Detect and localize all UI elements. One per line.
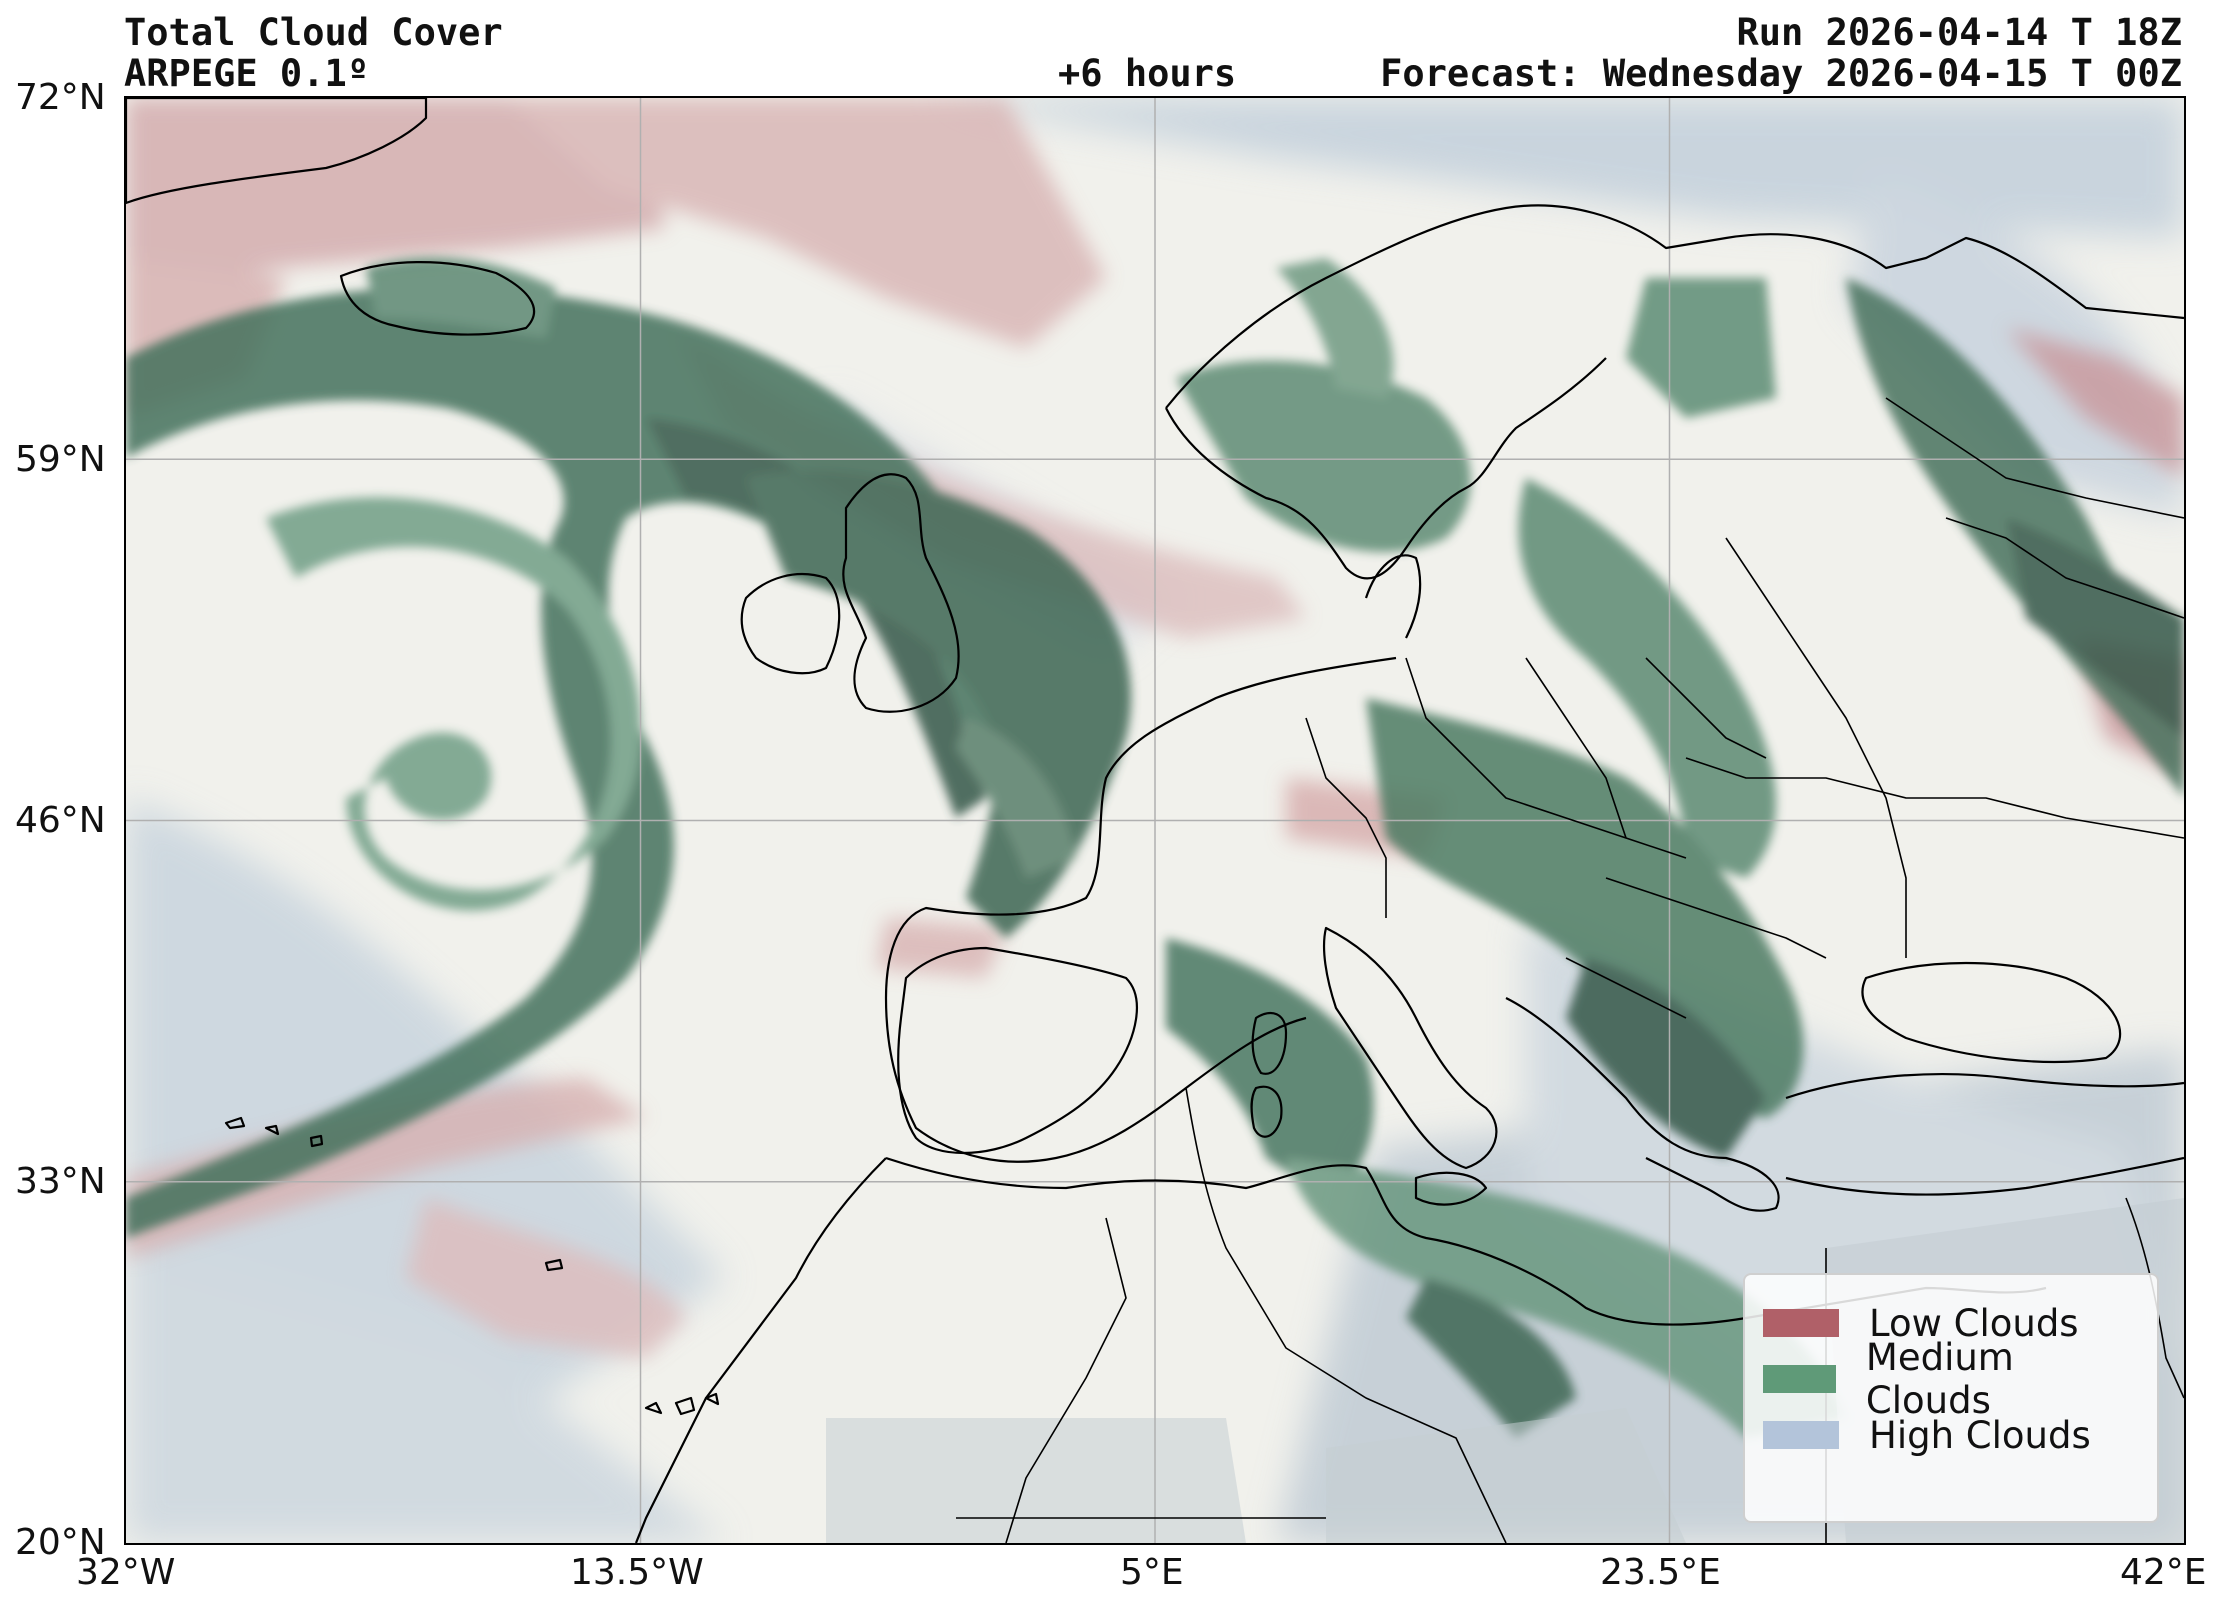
gridlines: [126, 98, 2184, 1543]
lon-tick-label: 23.5°E: [1600, 1552, 1721, 1593]
legend-item-low-clouds: Low Clouds: [1763, 1295, 2139, 1351]
lon-tick-label: 42°E: [2120, 1552, 2207, 1593]
lat-tick-label: 46°N: [15, 800, 106, 841]
forecast-label: Forecast: Wednesday 2026-04-15 T 00Z: [1380, 52, 2182, 95]
legend-label: Medium Clouds: [1865, 1336, 2014, 1422]
lat-tick-label: 72°N: [15, 77, 106, 118]
lat-tick-label: 59°N: [15, 439, 106, 480]
lon-tick-label: 32°W: [76, 1552, 176, 1593]
run-label: Run 2026-04-14 T 18Z: [1736, 11, 2182, 54]
legend: Low Clouds Medium Clouds High Clouds: [1743, 1273, 2159, 1523]
lon-tick-label: 13.5°W: [570, 1552, 704, 1593]
model-label: ARPEGE 0.1º: [124, 52, 370, 95]
high-clouds-swatch: [1763, 1421, 1839, 1449]
lead-time-label: +6 hours: [1058, 52, 1237, 95]
legend-label: High Clouds: [1869, 1413, 2091, 1457]
legend-item-medium-clouds: Medium Clouds: [1763, 1336, 2139, 1422]
low-clouds-swatch: [1763, 1309, 1839, 1337]
medium-cloud-layer: [126, 257, 2184, 1438]
legend-label: Low Clouds: [1869, 1301, 2079, 1345]
map-title: Total Cloud Cover: [124, 11, 503, 54]
legend-item-high-clouds: High Clouds: [1763, 1407, 2139, 1463]
medium-clouds-swatch: [1763, 1365, 1836, 1393]
lat-tick-label: 20°N: [15, 1522, 106, 1563]
lon-tick-label: 5°E: [1120, 1552, 1184, 1593]
lat-tick-label: 33°N: [15, 1161, 106, 1202]
